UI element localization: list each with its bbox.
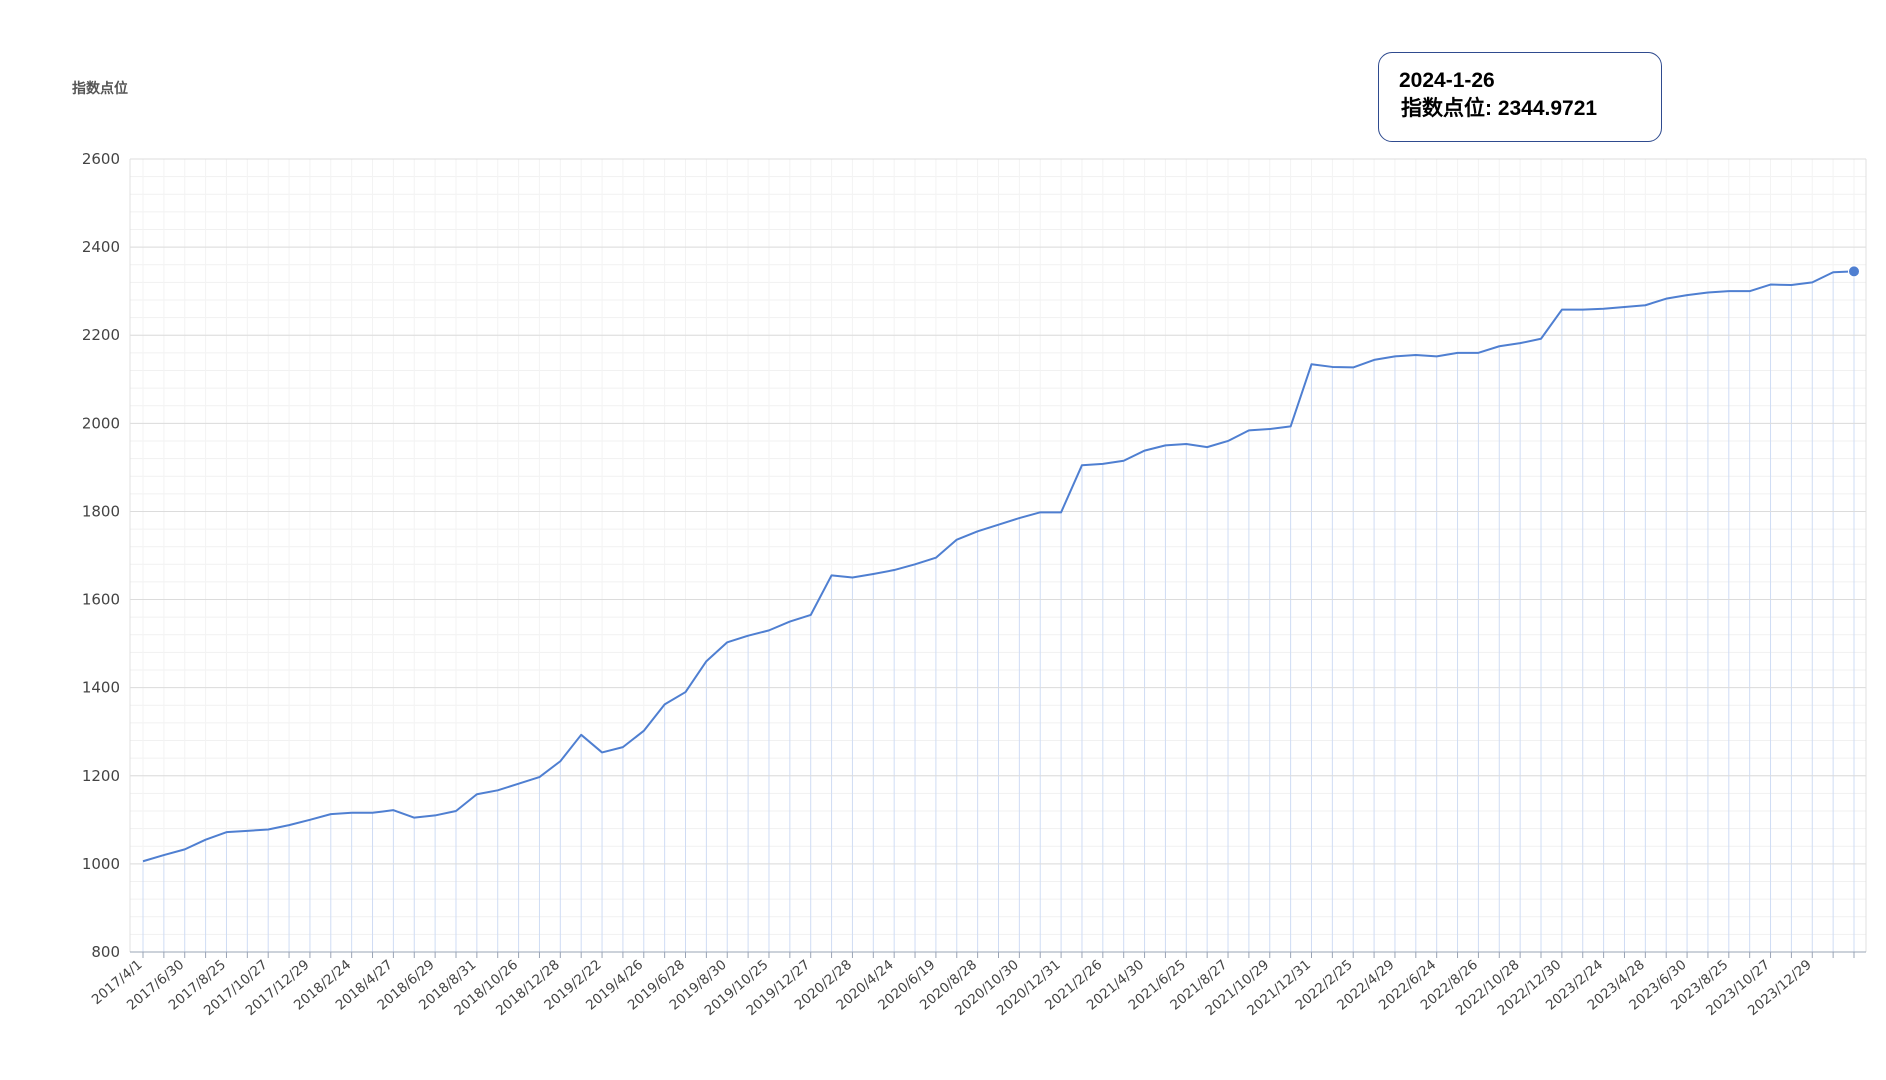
tooltip: 2024-1-26 指数点位: 2344.9721	[1378, 52, 1662, 142]
series-line-group	[142, 265, 1860, 863]
y-tick-label: 2400	[82, 238, 120, 256]
y-tick-label: 2600	[82, 150, 120, 168]
y-axis-title: 指数点位	[72, 81, 128, 97]
y-tick-label: 1000	[82, 855, 120, 873]
y-tick-label: 800	[91, 943, 120, 961]
tooltip-series-label: 指数点位	[1401, 97, 1485, 120]
tooltip-date: 2024-1-26	[1399, 69, 1495, 92]
y-tick-label: 1200	[82, 767, 120, 785]
y-tick-label: 2200	[82, 326, 120, 344]
highlight-point	[1848, 265, 1860, 278]
y-tick-label: 1600	[82, 591, 120, 609]
tick-labels: 8001000120014001600180020002200240026002…	[82, 150, 1815, 1019]
grid	[130, 158, 1866, 953]
tooltip-value: 2344.9721	[1497, 97, 1598, 120]
y-tick-label: 2000	[82, 414, 120, 432]
series-line	[142, 270, 1855, 863]
y-tick-label: 1400	[82, 679, 120, 697]
tooltip-value-row: 指数点位: 2344.9721	[1401, 97, 1598, 120]
axes	[129, 159, 1867, 958]
y-tick-label: 1800	[82, 502, 120, 520]
